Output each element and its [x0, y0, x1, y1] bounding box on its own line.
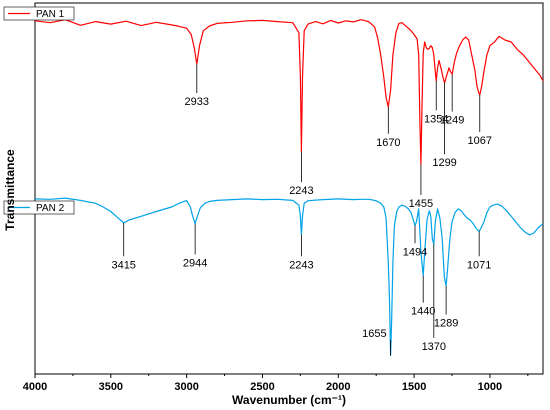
x-axis-ticks: 4000 3500 3000 2500 2000 1500 1000: [23, 374, 529, 393]
peak-label: 2944: [183, 257, 207, 269]
x-tick-label: 3500: [99, 381, 123, 393]
x-tick-label: 2500: [250, 381, 274, 393]
peak-label: 1655: [362, 328, 386, 340]
legend-box-pan2: [3, 200, 75, 215]
peak-label: 1455: [409, 198, 433, 210]
peak-label: 1370: [422, 341, 446, 353]
series-line-pan2: [34, 197, 544, 356]
x-tick-label: 1500: [402, 381, 426, 393]
peak-label: 1494: [403, 246, 427, 258]
peak-label: 1071: [467, 259, 491, 271]
series-layer: [34, 19, 544, 356]
peak-label: 1289: [434, 318, 458, 330]
x-axis-title: Wavenumber (cm⁻¹): [232, 393, 346, 407]
series-line-pan1: [34, 19, 544, 165]
peak-label: 1067: [468, 135, 492, 147]
x-tick-label: 3000: [174, 381, 198, 393]
legend-pan2: PAN 2: [3, 200, 75, 215]
peak-label: 3415: [111, 259, 135, 271]
peak-label: 1670: [376, 137, 400, 149]
x-tick-label: 2000: [326, 381, 350, 393]
peak-label: 2243: [289, 185, 313, 197]
x-tick-label: 1000: [478, 381, 502, 393]
legend-pan1: PAN 1: [3, 6, 75, 21]
legend-label-pan1: PAN 1: [36, 9, 65, 20]
peak-label: 1249: [440, 115, 464, 127]
peak-annotations: 2933 2243 1670 1455 1354 1299 1249 1067 3415 2944…: [111, 64, 492, 356]
plot-frame: [34, 2, 544, 375]
y-axis-title: Transmittance: [3, 149, 17, 231]
peak-label: 2243: [289, 259, 313, 271]
legend-label-pan2: PAN 2: [36, 203, 65, 214]
legend-box-pan1: [3, 6, 75, 21]
x-tick-label: 4000: [23, 381, 47, 393]
peak-label: 1440: [411, 306, 435, 318]
peak-label: 1299: [432, 157, 456, 169]
peak-label: 2933: [185, 96, 209, 108]
peak-label: 1354: [424, 113, 448, 125]
